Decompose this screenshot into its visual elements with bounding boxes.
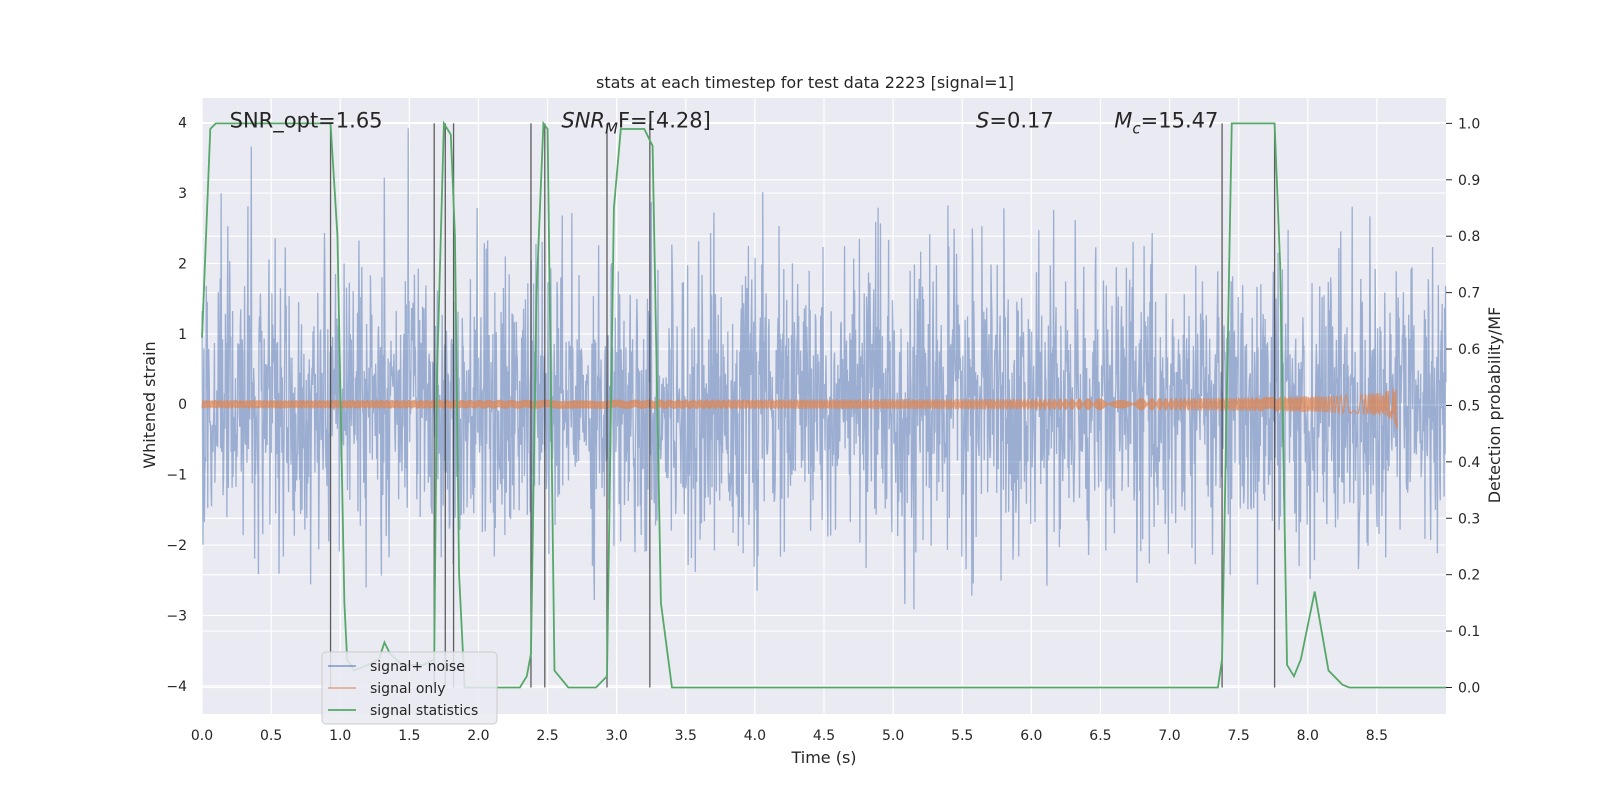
y2-tick-label: 0.5 xyxy=(1458,398,1480,414)
y2-tick-label: 0.8 xyxy=(1458,229,1480,245)
y-tick-label: −1 xyxy=(166,468,187,484)
legend-box xyxy=(321,651,498,725)
y-tick-label: 0 xyxy=(178,397,187,413)
annotation: SNRMF=[4.28] xyxy=(561,109,710,138)
legend-label: signal statistics xyxy=(370,703,478,719)
x-tick-label: 7.5 xyxy=(1228,728,1250,744)
x-tick-label: 2.0 xyxy=(467,728,489,744)
annotation-part: =0.17 xyxy=(989,109,1053,133)
y-tick-label: 3 xyxy=(178,186,187,202)
signal-only-series xyxy=(201,387,1398,430)
x-tick-label: 5.0 xyxy=(882,728,904,744)
y2-tick-label: 0.7 xyxy=(1458,286,1480,302)
annotation-part: M xyxy=(1114,109,1132,133)
y-tick-label: −2 xyxy=(166,538,187,554)
annotation-part: S xyxy=(976,109,989,133)
y-axis-label: Whitened strain xyxy=(140,341,159,468)
x-tick-label: 7.0 xyxy=(1158,728,1180,744)
x-axis-ticks: 0.0 0.5 1.0 1.5 2.0 2.5 3.0 3.5 4.0 4.5 5.0 5.5 6.0 6… xyxy=(191,728,1388,744)
y-tick-label: 1 xyxy=(178,327,187,343)
annotation-part: =15.47 xyxy=(1141,109,1219,133)
y-axis-ticks: 4 3 2 1 0 −1 −2 −3 −4 xyxy=(166,116,187,695)
y-tick-label: 2 xyxy=(178,256,187,272)
signal-noise-line xyxy=(201,128,1447,610)
x-tick-label: 5.5 xyxy=(951,728,973,744)
y2-tick-label: 0.6 xyxy=(1458,342,1480,358)
signal-noise-series xyxy=(201,128,1447,610)
x-tick-label: 8.5 xyxy=(1366,728,1388,744)
annotation: SNR_opt=1.65 xyxy=(230,109,383,134)
y-tick-label: −4 xyxy=(166,679,187,695)
x-tick-label: 0.0 xyxy=(191,728,213,744)
x-tick-label: 3.5 xyxy=(675,728,697,744)
y2-axis-label: Detection probability/MF xyxy=(1485,307,1504,504)
x-axis-label: Time (s) xyxy=(790,748,856,767)
annotation-subscript: M xyxy=(605,120,618,138)
x-tick-label: 0.5 xyxy=(260,728,282,744)
annotation: S=0.17 xyxy=(976,109,1054,133)
signal-only-line xyxy=(201,387,1398,430)
x-tick-label: 6.0 xyxy=(1020,728,1042,744)
y2-tick-label: 0.9 xyxy=(1458,173,1480,189)
y2-tick-label: 1.0 xyxy=(1458,116,1480,132)
y-tick-label: −3 xyxy=(166,608,187,624)
chart-title: stats at each timestep for test data 222… xyxy=(596,73,1014,92)
x-tick-label: 2.5 xyxy=(536,728,558,744)
y2-tick-label: 0.1 xyxy=(1458,624,1480,640)
legend-label: signal only xyxy=(370,681,445,697)
x-tick-label: 1.0 xyxy=(329,728,351,744)
annotation: Mc=15.47 xyxy=(1114,109,1218,138)
annotation-part: SNR xyxy=(561,109,605,133)
annotations: SNR_opt=1.65 SNRMF=[4.28] S=0.17 Mc=15.47 xyxy=(230,109,1219,138)
x-tick-label: 4.0 xyxy=(744,728,766,744)
y2-tick-label: 0.0 xyxy=(1458,680,1480,696)
x-tick-label: 1.5 xyxy=(398,728,420,744)
y-tick-label: 4 xyxy=(178,116,187,132)
x-tick-label: 8.0 xyxy=(1297,728,1319,744)
x-tick-label: 3.0 xyxy=(606,728,628,744)
legend-label: signal+ noise xyxy=(370,659,465,675)
y2-tick-label: 0.3 xyxy=(1458,511,1480,527)
y2-tick-label: 0.2 xyxy=(1458,568,1480,584)
annotation-subscript: c xyxy=(1132,120,1141,138)
legend: signal+ noise signal only signal statistic… xyxy=(321,651,498,725)
x-tick-label: 4.5 xyxy=(813,728,835,744)
annotation-part: F=[4.28] xyxy=(618,109,711,133)
y2-axis-ticks: 1.0 0.9 0.8 0.7 0.6 0.5 0.4 0.3 0.2 0.1 0.0 xyxy=(1446,116,1480,696)
x-tick-label: 6.5 xyxy=(1089,728,1111,744)
y2-tick-label: 0.4 xyxy=(1458,455,1480,471)
